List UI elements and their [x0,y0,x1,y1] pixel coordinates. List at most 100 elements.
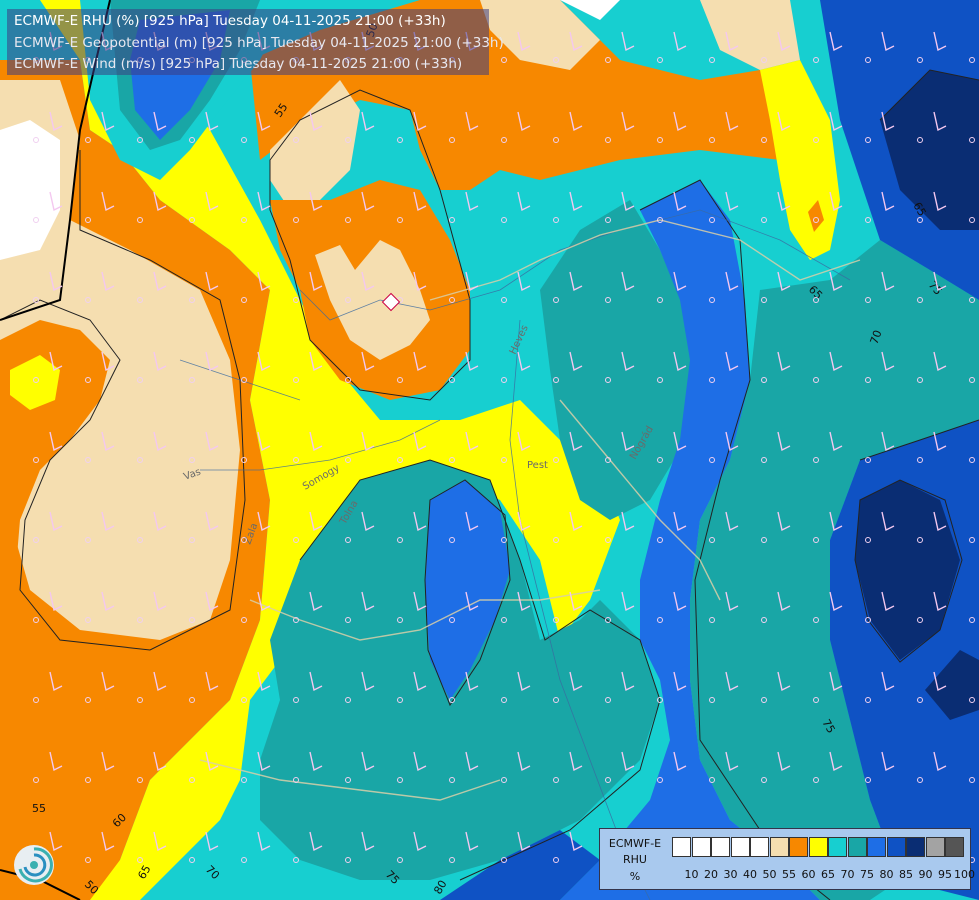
rhu-area-darkblue-south [440,830,600,900]
wind-barb [673,111,687,132]
rhu-area-navy-se2 [925,650,979,720]
wind-barb [153,511,167,532]
station-marker [917,57,923,63]
station-marker [969,777,975,783]
station-marker [813,377,819,383]
station-marker [969,537,975,543]
legend-tick: 50 [762,868,777,881]
station-marker [85,857,91,863]
contour-label: 55 [32,802,46,815]
contour-lines [0,69,979,900]
station-marker [761,377,767,383]
wind-barb [517,591,531,612]
wind-barb [257,751,271,772]
wind-barb [569,671,583,692]
legend-swatch [886,837,906,857]
station-marker [293,617,299,623]
station-marker [917,617,923,623]
station-marker [501,217,507,223]
wind-barb [777,511,791,532]
station-marker [761,617,767,623]
wind-barb [465,831,479,852]
station-marker [33,537,39,543]
wind-barb [413,751,427,772]
wind-barb [777,671,791,692]
station-marker [917,137,923,143]
station-marker [761,57,767,63]
rhu-area-blue-south-inner [425,480,510,700]
contour-label: 80 [431,878,449,897]
wind-barb [725,191,739,212]
legend-swatch [925,837,945,857]
legend-var: RHU [623,853,647,866]
wind-barb [569,31,583,52]
wind-barb [881,431,895,452]
wind-barb [153,591,167,612]
station-marker [605,297,611,303]
station-marker [449,857,455,863]
station-marker [397,457,403,463]
wind-barb [517,671,531,692]
station-marker [865,537,871,543]
wind-barb [569,751,583,772]
wind-barb [49,671,63,692]
station-marker [293,857,299,863]
station-marker [657,297,663,303]
station-marker [33,377,39,383]
station-marker [345,617,351,623]
wind-barb [413,351,427,372]
wind-barb [413,191,427,212]
station-marker [241,777,247,783]
station-marker [657,217,663,223]
legend-tick: 30 [723,868,738,881]
wind-barb [777,591,791,612]
legend-tick: 80 [879,868,894,881]
station-marker [449,137,455,143]
wind-barb [725,31,739,52]
wind-barb [517,191,531,212]
rhu-area-teal-east-band [690,240,979,900]
station-markers [33,57,975,863]
wind-barb [881,671,895,692]
legend-swatch [789,837,808,857]
station-marker [605,777,611,783]
wind-barb [205,271,219,292]
wind-barb [933,111,947,132]
wind-barb [881,351,895,372]
region-boundaries [199,219,861,801]
wind-barb [413,431,427,452]
station-marker [865,377,871,383]
station-marker [813,57,819,63]
wind-barb [933,511,947,532]
wind-barb [309,511,323,532]
station-marker [241,537,247,543]
rhu-area-teal-center [540,200,700,520]
wind-barb [101,271,115,292]
station-marker [969,137,975,143]
wind-barb [257,671,271,692]
station-marker [501,617,507,623]
station-marker [85,457,91,463]
station-marker [449,777,455,783]
wind-barb [361,351,375,372]
contour-label: 75 [819,717,837,736]
wind-barb [673,31,687,52]
station-marker [189,377,195,383]
wind-barb [465,191,479,212]
wind-barb [621,351,635,372]
station-marker [553,377,559,383]
station-marker [657,777,663,783]
station-marker [85,137,91,143]
wind-barb [673,671,687,692]
station-marker [709,137,715,143]
wind-barb [205,191,219,212]
wind-barb [205,511,219,532]
wind-barb [153,831,167,852]
station-marker [969,297,975,303]
station-marker [85,617,91,623]
station-marker [33,697,39,703]
wind-barb [933,191,947,212]
station-marker [605,697,611,703]
wind-barb [361,191,375,212]
legend-tick: 75 [860,868,874,881]
